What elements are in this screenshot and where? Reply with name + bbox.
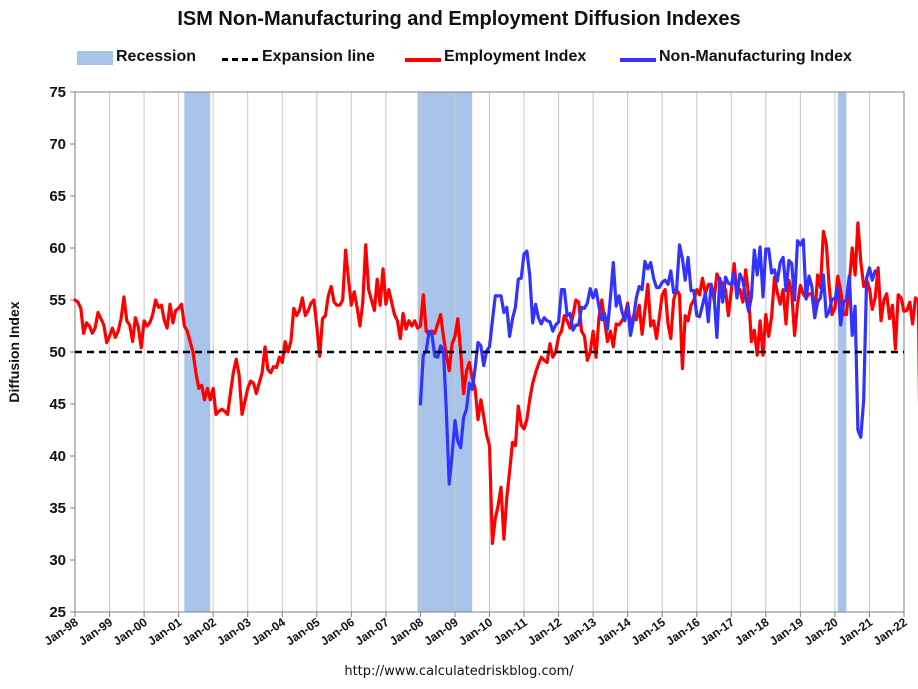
x-tick-label-Jan-01: Jan-01 xyxy=(145,615,184,648)
legend-swatch-employment xyxy=(405,58,441,62)
chart-title: ISM Non-Manufacturing and Employment Dif… xyxy=(177,8,741,30)
series-lines xyxy=(73,221,918,546)
y-tick-label-40: 40 xyxy=(49,448,66,465)
x-tick-label-Jan-21: Jan-21 xyxy=(836,615,875,648)
x-tick-label-Jan-05: Jan-05 xyxy=(283,615,322,648)
x-tick-label-Jan-14: Jan-14 xyxy=(594,615,633,648)
y-tick-label-70: 70 xyxy=(49,136,66,153)
recession-band-3 xyxy=(837,92,847,612)
x-axis-ticks: Jan-98Jan-99Jan-00Jan-01Jan-02Jan-03Jan-… xyxy=(42,612,910,648)
y-tick-label-60: 60 xyxy=(49,240,66,257)
legend-label-nonmfg: Non-Manufacturing Index xyxy=(659,48,852,65)
legend-label-expansion: Expansion line xyxy=(262,48,375,65)
y-tick-label-30: 30 xyxy=(49,552,66,569)
x-tick-label-Jan-16: Jan-16 xyxy=(663,615,702,648)
legend-item-expansion: Expansion line xyxy=(222,48,375,66)
x-tick-label-Jan-04: Jan-04 xyxy=(249,615,288,648)
legend-label-recession: Recession xyxy=(116,48,197,65)
y-tick-label-75: 75 xyxy=(49,84,66,101)
y-tick-label-45: 45 xyxy=(49,396,66,413)
x-tick-label-Jan-22: Jan-22 xyxy=(871,615,910,648)
legend-swatch-nonmfg xyxy=(620,58,656,62)
series-line-employment-index xyxy=(73,221,918,546)
x-tick-label-Jan-20: Jan-20 xyxy=(801,615,840,648)
x-tick-label-Jan-07: Jan-07 xyxy=(352,615,391,648)
x-tick-label-Jan-03: Jan-03 xyxy=(214,615,253,648)
legend-label-employment: Employment Index xyxy=(444,48,587,65)
x-tick-label-Jan-06: Jan-06 xyxy=(318,615,357,648)
legend-item-nonmfg: Non-Manufacturing Index xyxy=(620,48,852,66)
x-tick-label-Jan-00: Jan-00 xyxy=(111,615,150,648)
x-tick-label-Jan-18: Jan-18 xyxy=(732,615,771,648)
legend: Recession Expansion line Employment Inde… xyxy=(0,48,918,70)
y-tick-label-50: 50 xyxy=(49,344,66,361)
y-axis-ticks: 25 30 35 40 45 50 55 60 65 70 75 xyxy=(49,84,75,621)
x-tick-label-Jan-08: Jan-08 xyxy=(387,615,426,648)
y-tick-label-65: 65 xyxy=(49,188,66,205)
series-line-non-manufacturing-index xyxy=(418,238,877,486)
y-tick-label-25: 25 xyxy=(49,604,66,621)
legend-swatch-expansion xyxy=(222,58,258,61)
x-tick-label-Jan-02: Jan-02 xyxy=(180,615,219,648)
y-tick-label-35: 35 xyxy=(49,500,66,517)
legend-item-recession: Recession xyxy=(77,48,196,66)
x-tick-label-Jan-15: Jan-15 xyxy=(629,615,668,648)
legend-item-employment: Employment Index xyxy=(405,48,586,66)
x-tick-label-Jan-19: Jan-19 xyxy=(767,615,806,648)
x-tick-label-Jan-12: Jan-12 xyxy=(525,615,564,648)
source-url: http://www.calculatedriskblog.com/ xyxy=(344,664,574,679)
x-tick-label-Jan-99: Jan-99 xyxy=(76,615,115,648)
x-tick-label-Jan-09: Jan-09 xyxy=(421,615,460,648)
x-tick-label-Jan-17: Jan-17 xyxy=(698,615,737,648)
y-tick-label-55: 55 xyxy=(49,292,66,309)
x-tick-label-Jan-10: Jan-10 xyxy=(456,615,495,648)
legend-swatch-recession xyxy=(77,51,113,65)
x-tick-label-Jan-11: Jan-11 xyxy=(491,615,530,648)
x-tick-label-Jan-13: Jan-13 xyxy=(560,615,599,648)
